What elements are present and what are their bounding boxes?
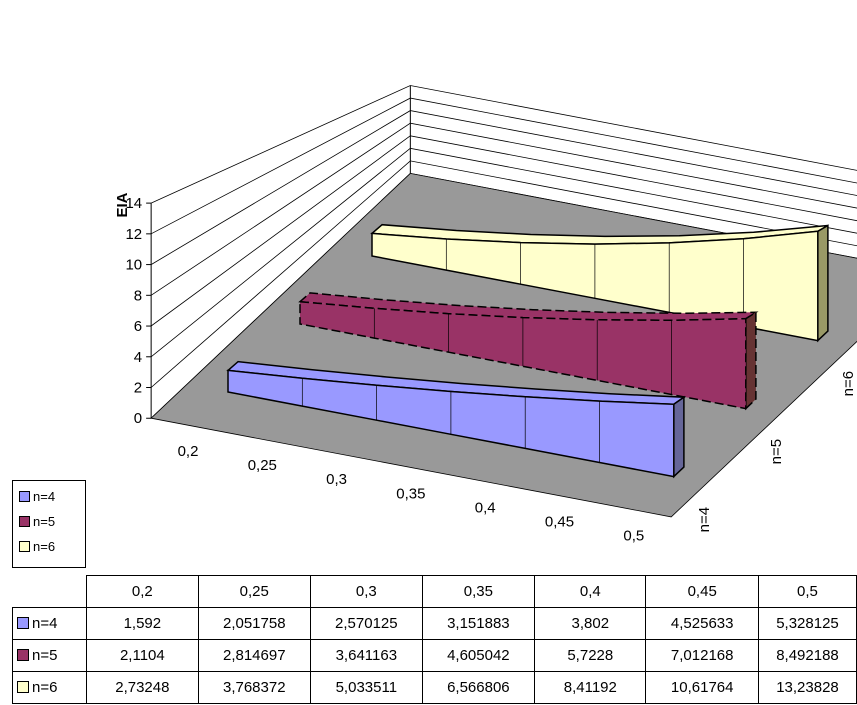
table-cell: 3,768372 — [197, 671, 312, 704]
chart-walls — [150, 85, 857, 419]
y-tick-label: 4 — [134, 349, 142, 366]
series-end-face — [745, 310, 757, 411]
x-axis: 0,2 0,25 0,3 0,35 0,4 0,45 0,5 — [178, 443, 645, 545]
x-tick-label: 0,35 — [396, 485, 425, 502]
table-header-cell: 0,35 — [421, 575, 536, 608]
table-cell: 8,41192 — [534, 671, 647, 704]
depth-tick-label: n=5 — [768, 439, 785, 464]
table-series-name: n=5 — [32, 647, 58, 664]
series-n=4 — [226, 360, 687, 479]
table-cell: 13,23828 — [757, 671, 857, 704]
legend-label: n=4 — [33, 489, 56, 504]
table-cell: 4,525633 — [645, 607, 759, 640]
table-header-cell: 0,4 — [534, 575, 647, 608]
legend-label: n=5 — [33, 514, 56, 529]
table-cell: 2,570125 — [310, 607, 423, 640]
table-row: n=6 2,73248 3,768372 5,033511 6,566806 8,4119… — [11, 671, 857, 704]
legend-item: n=4 — [19, 489, 55, 504]
table-cell: 6,566806 — [421, 671, 536, 704]
table-cell: 2,051758 — [197, 607, 312, 640]
series-end-face — [817, 224, 829, 343]
legend-swatch — [19, 516, 30, 527]
depth-tick-label: n=6 — [840, 371, 857, 396]
table-cell: 3,151883 — [421, 607, 536, 640]
y-axis-title: EIA — [114, 192, 131, 217]
x-tick-label: 0,2 — [178, 443, 199, 460]
table-cell: 10,61764 — [645, 671, 759, 704]
y-tick-label: 6 — [134, 318, 142, 335]
table-header-cell: 0,3 — [310, 575, 423, 608]
legend-swatch — [19, 541, 30, 552]
y-tick-label: 2 — [134, 380, 142, 397]
x-tick-label: 0,4 — [475, 499, 496, 516]
table-cell: 3,802 — [534, 607, 647, 640]
chart-plot: 0 2 4 6 8 10 12 14 0,2 0,25 0,3 0,35 0,4 0,45 0,5 n=4… — [114, 85, 857, 545]
y-axis: 0 2 4 6 8 10 12 14 — [125, 195, 152, 427]
table-series-name: n=6 — [32, 679, 58, 696]
legend-label: n=6 — [33, 539, 56, 554]
x-tick-label: 0,25 — [248, 457, 277, 474]
table-cell: 2,814697 — [197, 639, 312, 672]
depth-tick-label: n=4 — [696, 507, 713, 532]
table-swatch — [17, 649, 29, 661]
table-cell: 2,1104 — [86, 639, 199, 672]
legend: n=4 n=5 n=6 — [12, 480, 86, 568]
table-header-row: 0,2 0,25 0,3 0,35 0,4 0,45 0,5 — [12, 575, 857, 608]
depth-axis: n=4 n=5 n=6 — [696, 371, 857, 532]
table-header-cell: 0,5 — [757, 575, 857, 608]
series-end-face — [673, 395, 685, 479]
table-cell: 2,73248 — [86, 671, 199, 704]
table-cell: 3,641163 — [310, 639, 423, 672]
y-tick-label: 8 — [134, 287, 142, 304]
table-cell: 4,605042 — [421, 639, 536, 672]
table-header-cell: 0,2 — [86, 575, 199, 608]
gridline — [150, 85, 857, 204]
legend-item: n=6 — [19, 539, 55, 554]
y-tick-label: 12 — [125, 226, 142, 243]
table-header-cell: 0,45 — [645, 575, 759, 608]
table-cell: 5,7228 — [534, 639, 647, 672]
series-n=5 — [298, 292, 759, 411]
data-table: 0,2 0,25 0,3 0,35 0,4 0,45 0,5 n=4 1,592 2,051758… — [11, 575, 857, 704]
table-cell: 7,012168 — [645, 639, 759, 672]
table-row: n=4 1,592 2,051758 2,570125 3,151883 3,802 4,5… — [11, 607, 857, 640]
table-row-header: n=6 — [11, 671, 88, 704]
table-cell: 5,033511 — [310, 671, 423, 704]
table-cell: 5,328125 — [757, 607, 857, 640]
y-tick-label: 0 — [134, 410, 142, 427]
table-header-cell: 0,25 — [197, 575, 312, 608]
legend-item: n=5 — [19, 514, 55, 529]
x-tick-label: 0,3 — [326, 471, 347, 488]
table-row-header: n=5 — [11, 639, 88, 672]
legend-swatch — [19, 491, 30, 502]
table-swatch — [17, 617, 29, 629]
y-tick-label: 10 — [125, 257, 142, 274]
table-cell: 1,592 — [86, 607, 199, 640]
x-tick-label: 0,45 — [545, 514, 574, 531]
y-tick-label: 14 — [125, 195, 142, 212]
table-corner-cell — [12, 575, 88, 608]
table-row-header: n=4 — [11, 607, 88, 640]
x-tick-label: 0,5 — [623, 528, 644, 545]
table-row: n=5 2,1104 2,814697 3,641163 4,605042 5,7228 7… — [11, 639, 857, 672]
series-layer — [226, 223, 829, 479]
table-cell: 8,492188 — [757, 639, 857, 672]
table-series-name: n=4 — [32, 615, 58, 632]
table-swatch — [17, 681, 29, 693]
